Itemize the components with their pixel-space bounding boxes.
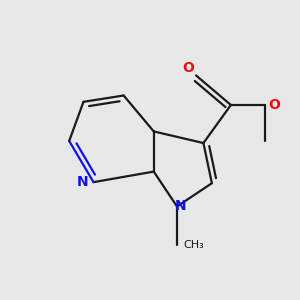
Text: N: N [77,175,89,189]
Text: O: O [183,61,195,75]
Text: N: N [174,200,186,214]
Text: CH₃: CH₃ [183,239,204,250]
Text: O: O [268,98,280,112]
